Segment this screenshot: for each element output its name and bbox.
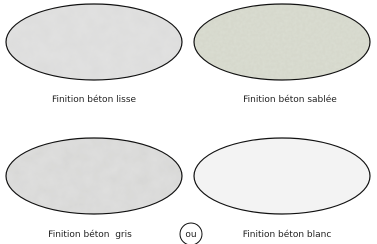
swatch-label: Finition béton lisse <box>52 94 137 105</box>
page: Finition béton lisse Finition béton sabl… <box>0 0 377 244</box>
swatch-sablee <box>194 4 370 80</box>
swatch-lisse <box>6 4 182 80</box>
separator: ou <box>180 223 202 244</box>
swatch-label: Finition béton blanc <box>243 229 332 240</box>
separator-text: ou <box>185 230 196 240</box>
swatch-label: Finition béton sablée <box>243 94 337 105</box>
swatch-blanc <box>194 138 370 214</box>
swatch-gris <box>6 138 182 214</box>
swatch-label: Finition béton gris <box>48 229 132 240</box>
finish-sheet: Finition béton lisse Finition béton sabl… <box>0 0 377 244</box>
